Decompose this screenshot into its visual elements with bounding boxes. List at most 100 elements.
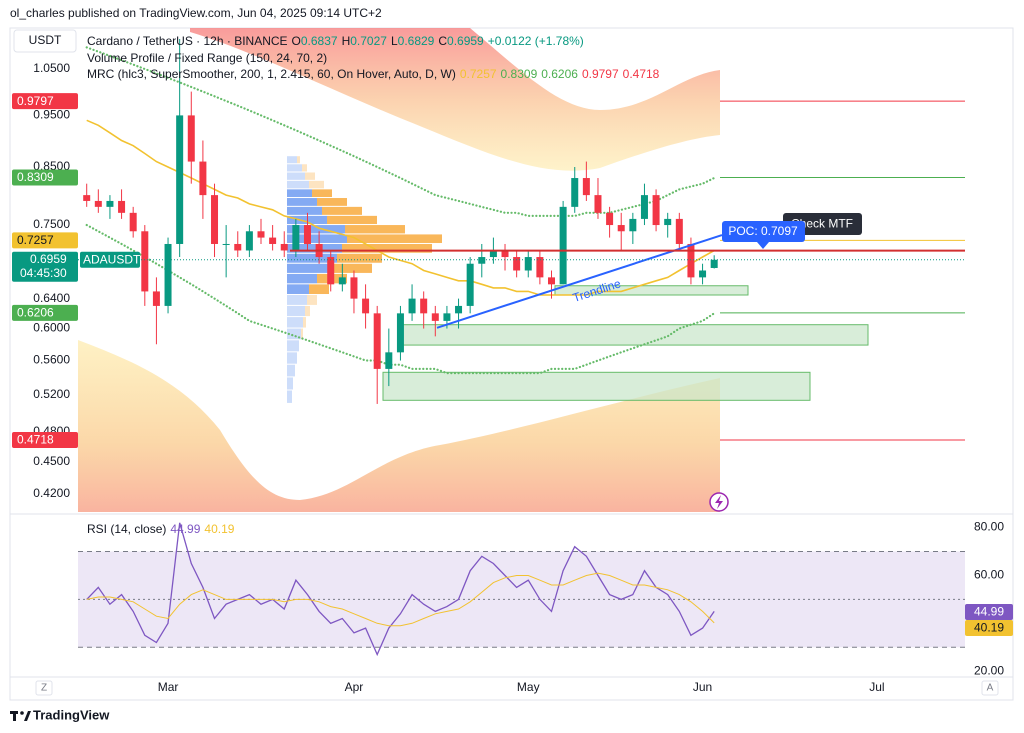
candle-body <box>687 243 695 278</box>
candle-body <box>211 195 219 244</box>
y-tick-label: 0.5200 <box>33 387 70 401</box>
mrc-lower-cloud <box>78 340 720 512</box>
volume-up-bar <box>287 189 312 198</box>
candle-body <box>350 277 358 299</box>
volume-up-bar <box>287 377 293 390</box>
volume-down-bar <box>305 172 315 180</box>
x-tick-label: May <box>517 680 540 694</box>
y-tick-label: 0.6000 <box>33 321 70 335</box>
y-tick-label: 0.7500 <box>33 217 70 231</box>
volume-up-bar <box>287 253 337 263</box>
candle-body <box>489 250 497 258</box>
candle-body <box>303 225 311 244</box>
price-badge-label: 0.9797 <box>17 94 54 108</box>
candle-body <box>396 313 404 353</box>
currency: USDT <box>29 33 62 47</box>
x-tick-label: Mar <box>158 680 179 694</box>
toolbar-left: Z <box>41 683 47 694</box>
mrc-value: 0.9797 <box>581 67 619 81</box>
rsi-tick-label: 60.00 <box>974 568 1004 582</box>
y-tick-label: 0.4500 <box>33 454 70 468</box>
ohlc-value: 0.7027 <box>350 34 387 48</box>
volume-up-bar <box>287 328 301 340</box>
candle-body <box>455 305 463 314</box>
legend-volume-profile: Volume Profile / Fixed Range (150, 24, 7… <box>87 50 327 66</box>
volume-up-bar <box>287 317 303 328</box>
volume-up-bar <box>287 156 297 164</box>
mrc-name: MRC (hlc3, SuperSmoother, 200, 1, 2.415,… <box>87 67 456 81</box>
price-badge <box>12 304 78 321</box>
volume-down-bar <box>301 328 303 340</box>
trendline-label: Trendline <box>571 276 623 305</box>
candle-body <box>83 195 91 201</box>
candle-body <box>280 243 288 251</box>
support-zone <box>399 324 869 346</box>
volume-up-bar <box>287 295 307 305</box>
mrc-value: 0.7257 <box>459 67 497 81</box>
volume-up-bar <box>287 390 292 403</box>
rsi-badge-label: 44.99 <box>974 605 1004 619</box>
volume-up-bar <box>287 284 309 295</box>
change: +0.0122 (+1.78%) <box>487 34 584 48</box>
volume-down-bar <box>347 234 442 243</box>
ohlc-label: H <box>341 34 351 48</box>
candle-body <box>327 257 335 285</box>
support-zone <box>382 371 811 401</box>
price-badge-label: 0.7257 <box>17 233 54 247</box>
ohlc-label: O <box>291 34 301 48</box>
candle-body <box>443 313 451 321</box>
candle-body <box>513 257 521 271</box>
symbol-label: ADAUSDT <box>83 252 141 266</box>
volume-down-bar <box>309 284 329 295</box>
countdown: 04:45:30 <box>20 266 67 280</box>
candle-body <box>129 212 137 232</box>
rsi-value: 40.19 <box>204 522 235 536</box>
volume-down-bar <box>327 215 377 225</box>
mrc-value: 0.4718 <box>622 67 660 81</box>
ohlc-value: 0.6959 <box>447 34 484 48</box>
legend-mrc: MRC (hlc3, SuperSmoother, 200, 1, 2.415,… <box>87 66 659 82</box>
price-badge-label: 0.6206 <box>17 306 54 320</box>
volume-down-bar <box>302 164 307 172</box>
mrc-upper-cloud <box>190 28 720 171</box>
symbol-title: Cardano / TetherUS · 12h · BINANCE <box>87 34 288 48</box>
candle-body <box>617 225 625 232</box>
volume-up-bar <box>287 234 347 243</box>
candle-body <box>234 243 242 251</box>
price-badge <box>12 432 78 449</box>
zoom-button[interactable] <box>35 680 53 696</box>
volume-down-bar <box>309 180 324 189</box>
candle-body <box>408 298 416 314</box>
volume-down-bar <box>307 295 317 305</box>
rsi-band-fill <box>78 551 965 648</box>
auto-button[interactable] <box>981 680 999 696</box>
ohlc-label: C <box>438 34 448 48</box>
volume-up-bar <box>287 164 302 172</box>
toolbar-right: A <box>987 683 994 694</box>
volume-down-bar <box>305 305 310 317</box>
candle-body <box>582 178 590 196</box>
candle-body <box>571 178 579 207</box>
candle-body <box>652 195 660 226</box>
ohlc-item: H0.7027 <box>342 33 387 49</box>
volume-up-bar <box>287 340 299 352</box>
volume-down-bar <box>337 253 382 263</box>
candle-body <box>640 195 648 219</box>
volume-up-bar <box>287 263 332 273</box>
candle-body <box>420 298 428 314</box>
symbol-badge <box>80 251 140 268</box>
mrc-value: 0.6206 <box>541 67 578 81</box>
marks-layer <box>83 39 718 657</box>
volume-profile-name: Volume Profile / Fixed Range (150, 24, 7… <box>87 51 328 65</box>
tv-logo <box>10 711 31 721</box>
y-tick-label: 0.5600 <box>33 353 70 367</box>
volume-up-bar <box>287 243 342 253</box>
ohlc-value: 0.6829 <box>397 34 435 48</box>
candle-body <box>385 352 393 369</box>
last-price-label: 0.6959 <box>30 252 67 266</box>
price-badge-label: 0.8309 <box>17 170 54 184</box>
candle-body <box>141 231 149 292</box>
candle-body <box>257 231 265 238</box>
candle-body <box>199 161 207 196</box>
